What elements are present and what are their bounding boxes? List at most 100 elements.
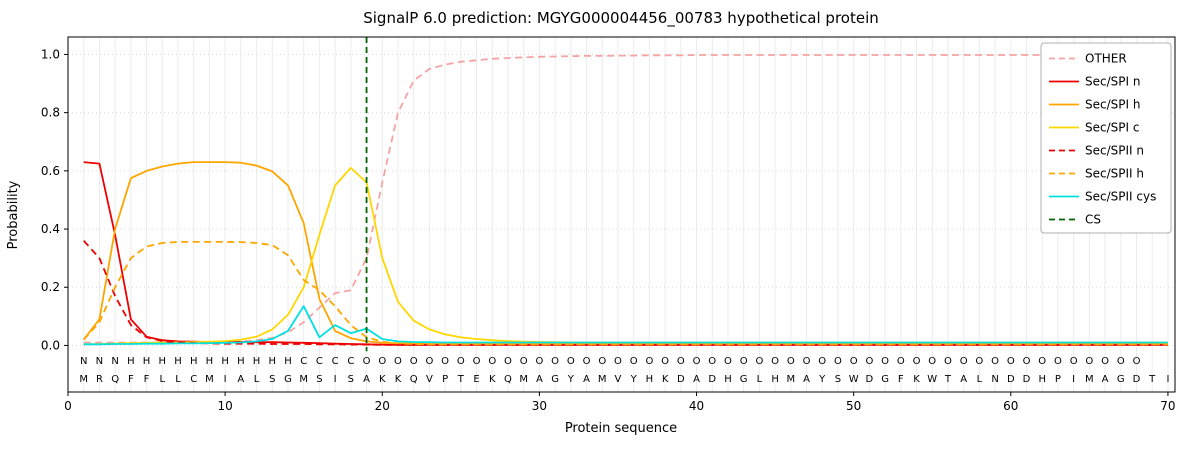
residue-letter: N (991, 374, 998, 385)
region-label: O (1101, 356, 1109, 367)
region-label: H (269, 356, 277, 367)
residue-letter: Y (630, 374, 638, 385)
x-tick-label: 60 (1003, 399, 1018, 413)
residue-letter: Q (410, 374, 418, 385)
y-tick-label: 0.2 (41, 280, 60, 294)
residue-letter: M (519, 374, 528, 385)
residue-letter: R (96, 374, 103, 385)
sequence-letters: NMNRNQHFHFHLHLHCHMHIHAHLHSHGCMCSCICSOAOK… (79, 356, 1169, 385)
residue-letter: K (913, 374, 920, 385)
residue-letter: Y (567, 374, 575, 385)
region-label: O (520, 356, 528, 367)
region-label: O (410, 356, 418, 367)
region-label: O (504, 356, 512, 367)
region-label: O (944, 356, 952, 367)
y-tick-label: 0.8 (41, 106, 60, 120)
legend-label: Sec/SPI n (1085, 75, 1140, 89)
residue-letter: I (1072, 374, 1075, 385)
region-label: O (787, 356, 795, 367)
x-tick-label: 10 (217, 399, 232, 413)
region-label: O (928, 356, 936, 367)
residue-letter: V (426, 374, 433, 385)
x-axis-label: Protein sequence (565, 421, 677, 436)
residue-letter: G (551, 374, 559, 385)
legend: OTHER Sec/SPI n Sec/SPI h Sec/SPI c Sec/SPII… (1040, 42, 1172, 234)
region-label: H (221, 356, 229, 367)
residue-letter: A (1102, 374, 1109, 385)
residue-letter: W (849, 374, 859, 385)
residue-letter: A (803, 374, 810, 385)
region-label: O (960, 356, 968, 367)
residue-letter: D (866, 374, 874, 385)
series-line-sec-spii-cys (83, 305, 1168, 346)
region-label: O (598, 356, 606, 367)
residue-letter: M (786, 374, 795, 385)
residue-letter: K (489, 374, 496, 385)
region-label: O (755, 356, 763, 367)
region-label: O (865, 356, 873, 367)
region-label: O (913, 356, 921, 367)
legend-label: CS (1085, 213, 1101, 227)
y-tick-label: 0.4 (41, 222, 60, 236)
region-label: N (96, 356, 103, 367)
residue-letter: L (175, 374, 181, 385)
residue-letter: T (1148, 374, 1156, 385)
region-label: O (771, 356, 779, 367)
residue-letter: I (224, 374, 227, 385)
residue-letter: E (473, 374, 479, 385)
residue-letter: H (1038, 374, 1046, 385)
region-label: H (143, 356, 151, 367)
residue-letter: Y (818, 374, 826, 385)
region-label: O (645, 356, 653, 367)
x-tick-label: 30 (532, 399, 547, 413)
region-label: N (111, 356, 118, 367)
region-label: H (253, 356, 261, 367)
region-label: O (425, 356, 433, 367)
residue-letter: G (881, 374, 889, 385)
region-label: O (1133, 356, 1141, 367)
region-label: O (740, 356, 748, 367)
y-tick-label: 1.0 (41, 47, 60, 61)
region-label: O (1070, 356, 1078, 367)
region-label: O (693, 356, 701, 367)
region-label: O (473, 356, 481, 367)
legend-label: Sec/SPII h (1085, 167, 1144, 181)
region-label: O (1054, 356, 1062, 367)
residue-letter: P (442, 374, 448, 385)
region-label: O (394, 356, 402, 367)
legend-label: OTHER (1085, 52, 1127, 66)
region-label: H (284, 356, 292, 367)
legend-label: Sec/SPI c (1085, 121, 1139, 135)
region-label: O (834, 356, 842, 367)
residue-letter: T (457, 374, 465, 385)
residue-letter: G (1117, 374, 1125, 385)
region-label: H (174, 356, 182, 367)
series-lines (82, 54, 1168, 346)
residue-letter: F (128, 374, 134, 385)
residue-letter: M (205, 374, 214, 385)
x-tick-label: 0 (64, 399, 72, 413)
axes: 0 10 20 30 40 50 60 70 0.0 0.2 0.4 0.6 0.8 1.0 (41, 36, 1176, 413)
plot-border (67, 36, 1176, 393)
residue-letter: L (159, 374, 165, 385)
region-label: O (567, 356, 575, 367)
region-label: O (661, 356, 669, 367)
x-tick-label: 20 (375, 399, 390, 413)
y-tick-label: 0.6 (41, 164, 60, 178)
region-label: O (535, 356, 543, 367)
residue-letter: C (190, 374, 197, 385)
residue-letter: A (960, 374, 967, 385)
series-line-sec-spi-c (83, 166, 1168, 346)
residue-letter: L (254, 374, 260, 385)
region-label: O (441, 356, 449, 367)
region-label: O (897, 356, 905, 367)
region-label: O (488, 356, 496, 367)
region-label: O (378, 356, 386, 367)
residue-letter: H (771, 374, 779, 385)
region-label: O (583, 356, 591, 367)
legend-label: Sec/SPII n (1085, 144, 1144, 158)
residue-letter: P (1055, 374, 1061, 385)
region-label: C (316, 356, 323, 367)
series-line-sec-spii-h (83, 240, 1168, 346)
region-label: O (724, 356, 732, 367)
